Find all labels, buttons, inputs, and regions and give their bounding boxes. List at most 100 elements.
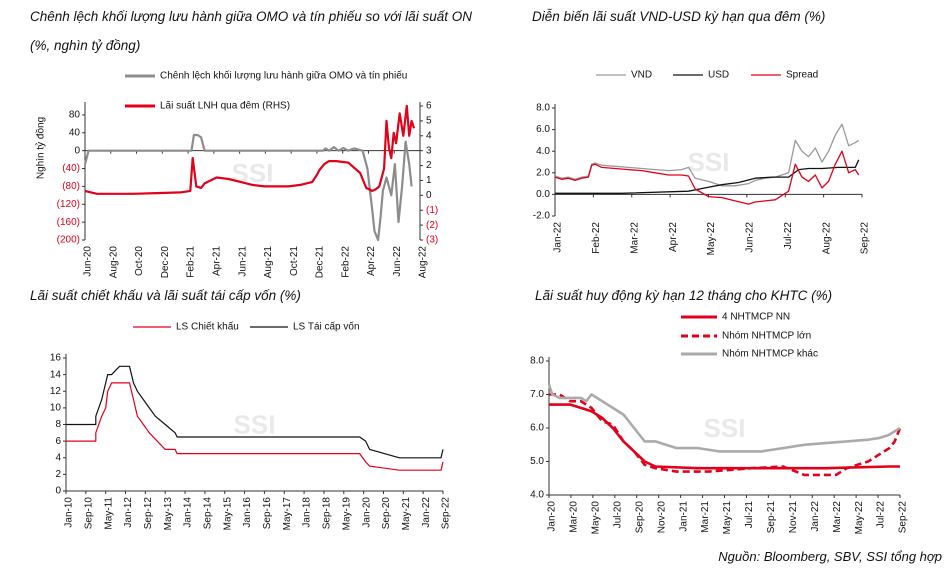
c4-y-tick-label: 4.0 bbox=[530, 490, 544, 501]
c2-x-tick-label: Sep-22 bbox=[860, 222, 871, 255]
c3-x-tick-label: Jan-14 bbox=[183, 497, 194, 528]
c3-x-tick-label: May-21 bbox=[401, 497, 412, 531]
c1-series-line-1 bbox=[84, 104, 416, 195]
c4-x-tick-label: Jan-20 bbox=[547, 501, 558, 532]
c1-y2-tick-label: 3 bbox=[426, 145, 432, 156]
c4-x-tick-label: May-22 bbox=[854, 501, 865, 535]
c4-x-tick-label: Mar-21 bbox=[700, 501, 711, 533]
c3-x-tick-label: May-15 bbox=[222, 497, 233, 531]
c3-x-tick-label: Sep-16 bbox=[262, 497, 273, 530]
c1-y-tick-label: 0 bbox=[74, 145, 80, 156]
c1-y2-tick-label: 5 bbox=[426, 116, 432, 127]
c3-x-tick-label: May-11 bbox=[103, 497, 114, 530]
c1-x-tick-label: Jun-21 bbox=[237, 246, 248, 277]
c2-y-tick-label: 4.0 bbox=[536, 146, 550, 157]
chart2-title: Diễn biến lãi suất VND-USD kỳ hạn qua đê… bbox=[532, 9, 826, 24]
c3-y-tick-label: 16 bbox=[50, 353, 62, 364]
c4-y-tick-label: 5.0 bbox=[530, 456, 544, 467]
c3-y-tick-label: 2 bbox=[55, 469, 61, 480]
c1-y2-tick-label: 4 bbox=[426, 130, 432, 141]
c1-x-tick-label: Apr-21 bbox=[211, 246, 222, 276]
source-note: Nguồn: Bloomberg, SBV, SSI tổng hợp bbox=[718, 549, 942, 564]
c4-x-tick-label: Sep-20 bbox=[634, 501, 645, 534]
c3-series-line-1 bbox=[66, 365, 444, 459]
c1-y-tick-label: (40) bbox=[62, 163, 80, 174]
c4-x-tick-label: Jan-22 bbox=[810, 501, 821, 532]
c2-x-tick-label: Mar-22 bbox=[629, 222, 640, 254]
c1-x-tick-label: Apr-22 bbox=[366, 246, 377, 276]
c4-x-tick-label: May-21 bbox=[722, 501, 733, 535]
c1-y2-tick-label: (2) bbox=[426, 220, 438, 231]
c4-series-line-1 bbox=[549, 393, 902, 477]
c4-x-tick-label: Jul-22 bbox=[876, 501, 887, 529]
c4-series-line-2 bbox=[547, 384, 901, 453]
c4-x-tick-label: Jan-21 bbox=[678, 501, 689, 532]
c3-x-tick-label: Sep-14 bbox=[203, 497, 214, 530]
c4-x-tick-label: May-20 bbox=[591, 501, 602, 535]
c2-x-tick-label: Feb-22 bbox=[591, 222, 602, 254]
c2-y-tick-label: 2.0 bbox=[536, 167, 550, 178]
c2-legend-label: Spread bbox=[786, 70, 818, 81]
c1-y2-tick-label: 0 bbox=[426, 190, 432, 201]
c1-x-tick-label: Feb-21 bbox=[186, 246, 197, 278]
c4-x-tick-label: Jul-21 bbox=[744, 501, 755, 529]
c3-y-tick-label: 10 bbox=[50, 403, 62, 414]
chart4-title: Lãi suất huy động kỳ hạn 12 tháng cho KH… bbox=[535, 288, 833, 303]
c1-y2-tick-label: (1) bbox=[426, 205, 438, 216]
c1-series-line-0 bbox=[83, 133, 413, 242]
c1-y-tick-label: (160) bbox=[57, 217, 80, 228]
c1-watermark: SSI bbox=[232, 158, 274, 188]
c3-legend-label: LS Chiết khấu bbox=[176, 321, 239, 333]
c2-watermark: SSI bbox=[688, 147, 730, 177]
c2-y-tick-label: 8.0 bbox=[536, 103, 550, 114]
c3-x-tick-label: Jan-10 bbox=[64, 497, 75, 528]
c4-y-tick-label: 8.0 bbox=[530, 356, 544, 367]
c4-x-tick-label: Jul-20 bbox=[612, 501, 623, 529]
c4-x-tick-label: Mar-22 bbox=[832, 501, 843, 533]
c3-y-tick-label: 4 bbox=[55, 452, 61, 463]
c1-y2-tick-label: 2 bbox=[426, 160, 432, 171]
c2-legend-label: USD bbox=[708, 70, 729, 81]
c2-x-tick-label: Aug-22 bbox=[821, 222, 832, 255]
c1-y-label: Nghìn tỷ đồng bbox=[35, 117, 47, 179]
c3-watermark: SSI bbox=[234, 409, 276, 439]
c1-x-tick-label: Feb-22 bbox=[340, 246, 351, 278]
c1-x-tick-label: Dec-20 bbox=[160, 246, 171, 279]
c2-legend-label: VND bbox=[631, 70, 652, 81]
c1-x-tick-label: Aug-22 bbox=[418, 246, 429, 279]
c2-x-tick-label: Jul-22 bbox=[783, 222, 794, 250]
c3-x-tick-label: Sep-18 bbox=[322, 497, 333, 530]
c2-y-tick-label: 6.0 bbox=[536, 124, 550, 135]
c2-x-tick-label: Apr-22 bbox=[668, 222, 679, 252]
c4-legend-label: Nhóm NHTMCP lớn bbox=[722, 331, 811, 342]
c2-series-line-1 bbox=[555, 159, 860, 194]
c3-x-tick-label: Sep-10 bbox=[83, 497, 94, 530]
c1-x-tick-label: Oct-21 bbox=[289, 246, 300, 276]
c1-x-tick-label: Oct-20 bbox=[134, 246, 145, 276]
c3-x-tick-label: May-17 bbox=[282, 497, 293, 531]
c3-x-tick-label: Jan-18 bbox=[302, 497, 313, 528]
c2-x-tick-label: Jun-22 bbox=[745, 222, 756, 253]
c4-x-tick-label: Nov-21 bbox=[788, 501, 799, 534]
chart3-title: Lãi suất chiết khấu và lãi suất tái cấp … bbox=[30, 288, 301, 303]
c3-legend-label: LS Tái cấp vốn bbox=[293, 321, 360, 333]
c4-x-tick-label: Sep-21 bbox=[766, 501, 777, 534]
c1-y2-tick-label: 6 bbox=[426, 101, 432, 112]
c1-x-tick-label: Jun-22 bbox=[392, 246, 403, 277]
chart1-subtitle: (%, nghìn tỷ đồng) bbox=[30, 38, 141, 53]
c2-y-tick-label: 0.0 bbox=[536, 189, 550, 200]
c1-legend-label: Chênh lệch khối lượng lưu hành giữa OMO … bbox=[160, 70, 407, 82]
c4-x-tick-label: Sep-22 bbox=[898, 501, 909, 534]
c3-y-tick-label: 14 bbox=[50, 369, 62, 380]
c4-x-tick-label: Mar-20 bbox=[569, 501, 580, 533]
c3-y-tick-label: 8 bbox=[55, 419, 61, 430]
c3-x-tick-label: Jan-12 bbox=[123, 497, 134, 528]
c3-y-tick-label: 12 bbox=[50, 386, 62, 397]
c3-x-tick-label: May-13 bbox=[163, 497, 174, 531]
c1-y-tick-label: 40 bbox=[69, 127, 81, 138]
c3-x-tick-label: Sep-20 bbox=[381, 497, 392, 530]
c3-x-tick-label: Jan-20 bbox=[361, 497, 372, 528]
c4-series-line-0 bbox=[549, 403, 900, 470]
c3-y-tick-label: 6 bbox=[55, 436, 61, 447]
c3-x-tick-label: May-19 bbox=[341, 497, 352, 531]
